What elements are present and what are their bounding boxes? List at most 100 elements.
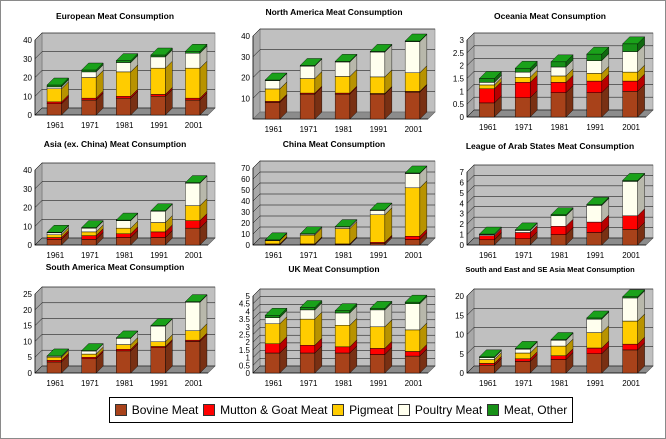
bar-segment: [150, 203, 173, 212]
x-tick-label: 1961: [46, 379, 64, 388]
chart-plot: 0 10 20 30 40 50 60 70 1961 1971 1981 1991 2001: [241, 160, 436, 260]
y-tick-label: 0: [460, 241, 465, 250]
y-tick-label: 2: [246, 338, 251, 347]
y-tick-label: 10: [241, 230, 250, 239]
chart-oceania: Oceania Meat Consumption 0 0.5 1 1.5 2 2.5 3 19…: [441, 7, 659, 137]
gridline-side: [34, 365, 43, 374]
x-tick-label: 1961: [265, 251, 283, 260]
bar-segment: [115, 330, 139, 339]
y-tick-label: 50: [241, 186, 250, 195]
gridline-side: [34, 89, 43, 97]
legend-item: Pigmeat: [332, 403, 393, 417]
x-tick-label: 1991: [150, 121, 168, 130]
y-tick-label: 0.5: [239, 361, 251, 370]
bar-segment: [184, 43, 208, 54]
gridline-side: [466, 71, 475, 79]
bar-segment: [586, 46, 610, 62]
bar-segment: [622, 290, 646, 322]
bar-segment: [514, 222, 538, 231]
legend-label: Mutton & Goat Meat: [220, 403, 328, 417]
gridline-side: [466, 96, 475, 105]
gridline-side: [466, 327, 475, 335]
bar-segment: [81, 220, 104, 229]
legend-item: Bovine Meat: [114, 403, 198, 417]
gridline-side: [252, 204, 261, 213]
x-tick-label: 2001: [622, 123, 640, 132]
chart-plot: 0 5 10 15 20 25 1961 1971 1981 1991 2001: [23, 286, 216, 388]
y-tick-label: 15: [455, 311, 464, 320]
y-tick-label: 15: [23, 322, 32, 331]
bar-segment: [334, 303, 358, 314]
gridline-side: [34, 32, 43, 41]
gridline-side: [252, 365, 261, 374]
bar-segment: [299, 57, 323, 67]
legend-swatch: [486, 404, 499, 416]
legend-item: Mutton & Goat Meat: [203, 403, 327, 417]
x-tick-label: 2001: [405, 125, 423, 134]
chart-plot: 0 5 10 15 20 1961 1971 1981 1991 2001: [455, 288, 654, 388]
chart-plot: 0 10 20 30 40 1961 1971 1981 1991 2001: [23, 32, 216, 130]
gridline-side: [466, 237, 475, 246]
legend-swatch: [397, 404, 410, 416]
x-tick-label: 1991: [150, 251, 168, 260]
gridline-side: [34, 70, 43, 78]
y-tick-label: 20: [23, 306, 32, 315]
y-tick-label: 2.5: [453, 49, 465, 58]
x-tick-label: 1971: [300, 251, 318, 260]
bar-segment: [478, 226, 502, 236]
x-tick-label: 1991: [370, 125, 388, 134]
x-tick-label: 2001: [185, 379, 203, 388]
bar-segment: [622, 172, 646, 182]
y-tick-label: 0: [28, 111, 33, 120]
gridline-side: [34, 350, 43, 358]
chart-arab-league: League of Arab States Meat Consumption 0…: [441, 139, 659, 265]
chart-north-america: North America Meat Consumption 10 20 30 40 1…: [227, 3, 441, 139]
x-tick-label: 1991: [370, 251, 388, 260]
y-tick-label: 20: [455, 292, 464, 301]
legend-label: Meat, Other: [503, 403, 568, 417]
y-tick-label: 5: [246, 292, 251, 301]
chart-european: European Meat Consumption 0 10 20 30 40 1961 1…: [9, 7, 221, 135]
chart-title: North America Meat Consumption: [265, 7, 403, 17]
x-tick-label: 1971: [81, 121, 99, 130]
chart-legend: Bovine Meat Mutton & Goat Meat Pigmeat P…: [109, 397, 573, 423]
gridline-side: [466, 58, 475, 66]
gridline-side: [466, 206, 475, 214]
x-tick-label: 1961: [479, 379, 497, 388]
bar-segment: [264, 72, 288, 82]
y-tick-label: 7: [460, 168, 465, 177]
y-tick-label: 1.5: [453, 75, 465, 84]
y-tick-label: 3: [460, 210, 465, 219]
bar-segment: [334, 219, 358, 228]
x-tick-label: 1971: [300, 125, 318, 134]
y-tick-label: 2: [460, 62, 465, 71]
x-tick-label: 2001: [405, 251, 423, 260]
x-tick-label: 1961: [46, 121, 64, 130]
chart-title: South and East and SE Asia Meat Consumpt…: [465, 265, 635, 274]
gridline-side: [252, 319, 261, 327]
x-tick-label: 1991: [586, 251, 604, 260]
bar-segment: [264, 232, 288, 241]
bar-segment: [478, 349, 502, 359]
bar-segment: [264, 307, 288, 319]
x-tick-label: 1961: [479, 123, 497, 132]
y-tick-label: 0: [460, 113, 465, 122]
chart-title: Oceania Meat Consumption: [494, 11, 606, 21]
gridline-side: [466, 216, 475, 225]
x-tick-label: 1961: [479, 251, 497, 260]
bar-segment: [514, 60, 538, 73]
gridline-side: [466, 84, 475, 92]
y-tick-label: 4: [246, 307, 251, 316]
x-tick-label: 1971: [515, 251, 533, 260]
x-tick-label: 1981: [551, 379, 569, 388]
y-tick-label: 1: [246, 354, 251, 363]
gridline-side: [34, 107, 43, 116]
gridline-side: [34, 237, 43, 246]
gridline-side: [466, 196, 475, 204]
y-tick-label: 0.5: [453, 100, 465, 109]
gridline-side: [252, 237, 261, 246]
y-tick-label: 40: [241, 197, 250, 206]
x-tick-label: 1971: [81, 251, 99, 260]
x-tick-label: 1961: [265, 379, 283, 388]
